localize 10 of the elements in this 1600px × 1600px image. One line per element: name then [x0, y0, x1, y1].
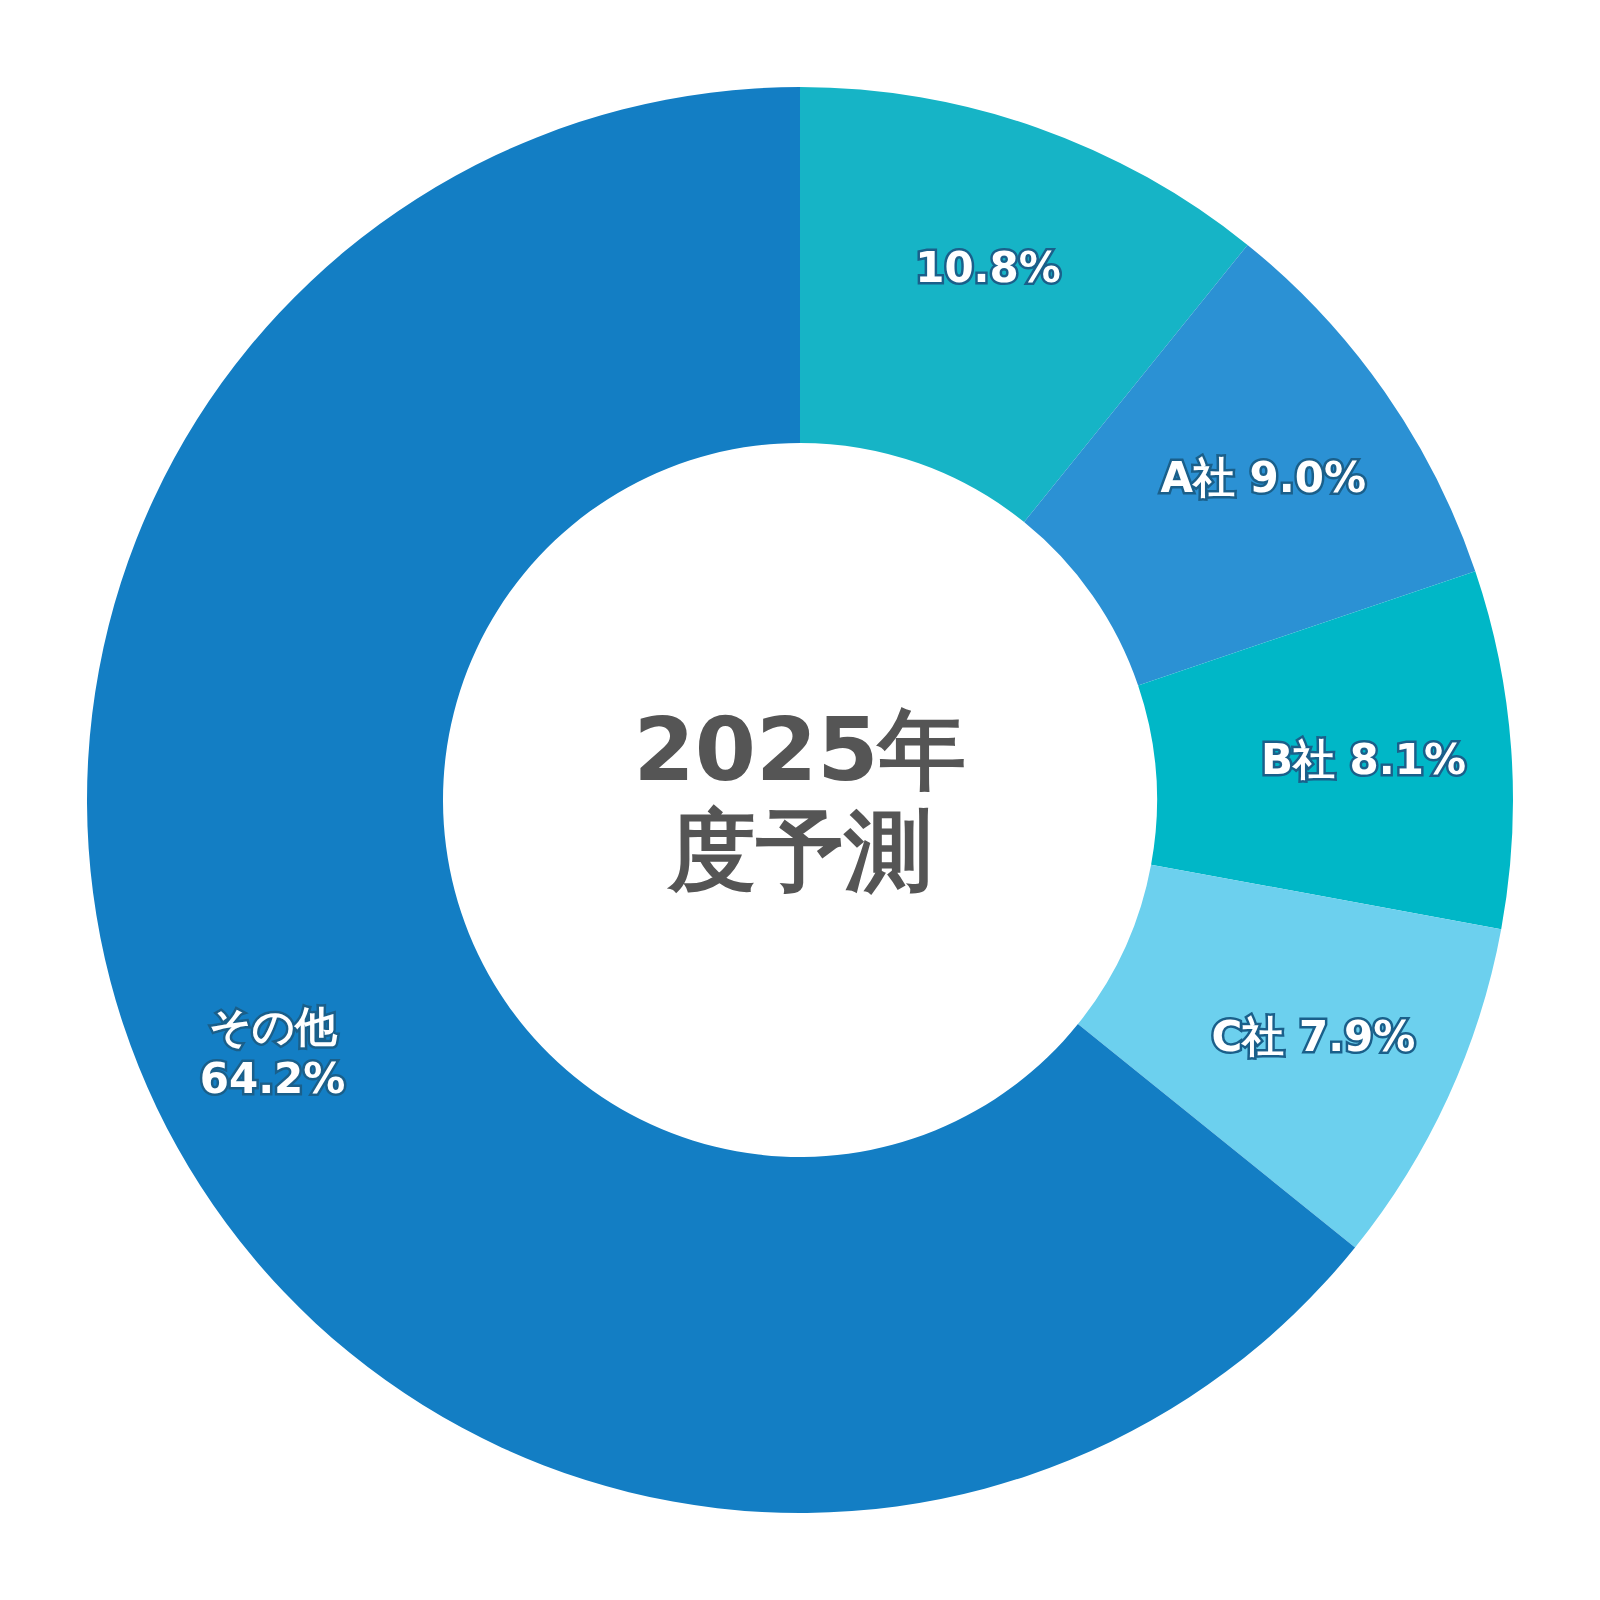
slice-label: B社 8.1% — [1260, 734, 1467, 784]
slice-label: その他 — [208, 1001, 338, 1051]
donut-slice — [1077, 864, 1502, 1248]
data-label: 64.2% — [199, 1053, 346, 1103]
slice-label: A社 9.0% — [1160, 452, 1367, 502]
donut-slice — [1138, 571, 1512, 930]
text: 2025年度予測 — [632, 697, 968, 902]
data-label: 10.8% — [915, 242, 1061, 292]
donut-slice — [800, 87, 1248, 523]
slice-label: C社 7.9% — [1211, 1011, 1416, 1061]
